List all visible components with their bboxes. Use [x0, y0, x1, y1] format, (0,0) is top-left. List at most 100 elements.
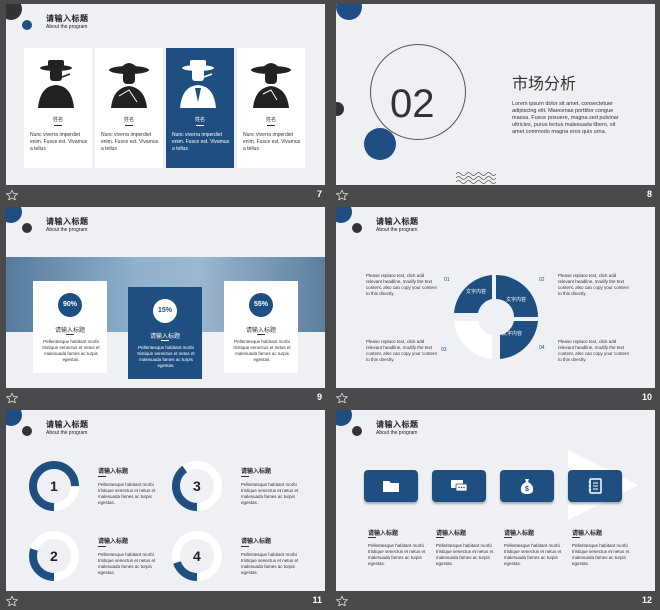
slide-thumbnail-9[interactable]: 请输入标题 About the program 90% 请输入标题 Pellen… [0, 203, 330, 406]
stat-card: 55% 请输入标题 Pellentesque habitant morbi tr… [224, 281, 298, 373]
slide-thumbnail-11[interactable]: 请输入标题 About the program 1 3 2 4 请输入标题 Pe… [0, 406, 330, 609]
progress-ring [172, 531, 222, 581]
decor-dot [352, 426, 362, 436]
chat-icon [451, 480, 468, 492]
item-desc: Pellentesque habitant morbi tristique se… [436, 543, 494, 566]
item-desc: Pellentesque habitant morbi tristique se… [504, 543, 562, 566]
slide-number: 7 [316, 189, 322, 199]
slide-thumbnail-7[interactable]: 请输入标题 About the program 姓名 Nunc viverra … [0, 0, 330, 203]
item-desc: Pellentesque habitant morbi tristique se… [368, 543, 426, 566]
stat-title: 请输入标题 [245, 328, 276, 334]
number-ring [370, 44, 466, 140]
slide-7: 请输入标题 About the program 姓名 Nunc viverra … [6, 4, 325, 185]
person-desc: Nunc viverra imperdiet enim. Fusce est. … [101, 132, 159, 152]
notebook-button[interactable] [568, 470, 622, 502]
slide-9: 请输入标题 About the program 90% 请输入标题 Pellen… [6, 207, 325, 388]
woman-hat-icon [109, 63, 149, 108]
slide-title: 请输入标题 [376, 217, 419, 226]
decor-dot [364, 128, 396, 160]
slide-12: 请输入标题 About the program $ [336, 410, 655, 591]
progress-ring [29, 461, 79, 511]
star-icon[interactable] [6, 393, 18, 403]
segment-label: 文字内容 [502, 331, 523, 337]
slide-subtitle: About the program [376, 430, 418, 436]
slide-title: 请输入标题 [376, 420, 419, 429]
step-number: 02 [539, 277, 545, 283]
svg-text:$: $ [525, 486, 529, 493]
stat-value: 55% [249, 293, 273, 317]
decor-dot [6, 410, 22, 426]
item-desc: Pellentesque habitant morbi tristique se… [98, 482, 156, 505]
star-icon[interactable] [336, 596, 348, 606]
divider [368, 537, 376, 538]
star-icon[interactable] [336, 190, 348, 200]
slide-8: 02 市场分析 Lorem ipsum dolor sit amet, cons… [336, 4, 655, 185]
person-name: 姓名 [52, 117, 63, 123]
slide-thumbnail-12[interactable]: 请输入标题 About the program $ [330, 406, 660, 609]
step-number: 01 [444, 277, 450, 283]
woman-hat-icon [251, 63, 291, 108]
divider [267, 125, 275, 126]
item-desc: Pellentesque habitant morbi tristique se… [241, 482, 299, 505]
slide-subtitle: About the program [46, 227, 88, 233]
cycle-diagram [454, 275, 538, 359]
slide-number: 11 [312, 595, 322, 605]
man-hat-smoking-icon [180, 60, 216, 108]
stat-card: 90% 请输入标题 Pellentesque habitant morbi tr… [33, 281, 107, 373]
step-number: 04 [539, 345, 545, 351]
item-title: 请输入标题 [98, 469, 129, 475]
decor-dot [6, 4, 22, 20]
ring-progress [29, 461, 79, 511]
person-card: 姓名 Nunc viverra imperdiet enim. Fusce es… [237, 48, 305, 168]
progress-ring [29, 531, 79, 581]
divider [572, 537, 580, 538]
slide-thumbnail-10[interactable]: 请输入标题 About the program Please replace t… [330, 203, 660, 406]
stat-card-active: 15% 请输入标题 Pellentesque habitant morbi tr… [128, 287, 202, 379]
star-icon[interactable] [6, 190, 18, 200]
info-text: Please replace text, click add relevant … [558, 339, 629, 362]
item-desc: Pellentesque habitant morbi tristique se… [572, 543, 630, 566]
folder-button[interactable] [364, 470, 418, 502]
section-heading: 市场分析 [512, 76, 577, 93]
person-name: 姓名 [194, 117, 205, 123]
divider [241, 476, 249, 477]
star-icon[interactable] [336, 393, 348, 403]
info-text: Please replace text, click add relevant … [366, 273, 437, 296]
person-card-active: 姓名 Nunc viverra imperdiet enim. Fusce es… [166, 48, 234, 168]
person-name: 姓名 [123, 117, 134, 123]
decor-dot [336, 102, 344, 116]
decor-dot [22, 20, 32, 30]
divider [98, 546, 106, 547]
progress-ring [172, 461, 222, 511]
decor-dot [6, 207, 22, 223]
slide-title: 请输入标题 [46, 14, 89, 23]
decor-dot [22, 426, 32, 436]
divider [161, 340, 169, 341]
notebook-icon [588, 478, 602, 494]
divider [196, 125, 204, 126]
item-title: 请输入标题 [241, 539, 272, 545]
chat-button[interactable] [432, 470, 486, 502]
ring-progress [172, 531, 222, 581]
stat-desc: Pellentesque habitant morbi tristique se… [137, 345, 195, 368]
slide-thumbnail-8[interactable]: 02 市场分析 Lorem ipsum dolor sit amet, cons… [330, 0, 660, 203]
slide-title: 请输入标题 [46, 217, 89, 226]
person-desc: Nunc viverra imperdiet enim. Fusce est. … [243, 132, 301, 152]
item-title: 请输入标题 [436, 531, 467, 537]
divider [54, 125, 62, 126]
step-number: 03 [441, 347, 447, 353]
segment-label: 文字内容 [506, 297, 527, 303]
divider [98, 476, 106, 477]
slide-subtitle: About the program [46, 430, 88, 436]
slide-subtitle: About the program [46, 24, 88, 30]
star-icon[interactable] [6, 596, 18, 606]
ring-number: 3 [193, 478, 201, 494]
ring-number: 1 [50, 478, 58, 494]
stat-value: 15% [153, 299, 177, 323]
money-bag-button[interactable]: $ [500, 470, 554, 502]
item-title: 请输入标题 [241, 469, 272, 475]
person-name: 姓名 [265, 117, 276, 123]
folder-icon [383, 481, 399, 492]
decor-dot [336, 410, 352, 426]
item-desc: Pellentesque habitant morbi tristique se… [241, 552, 299, 575]
